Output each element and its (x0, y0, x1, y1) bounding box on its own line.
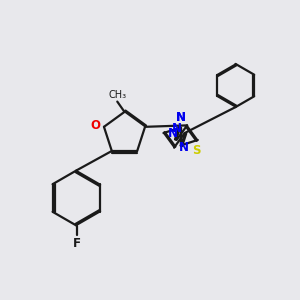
Text: N: N (178, 141, 189, 154)
Text: N: N (172, 122, 182, 135)
Text: N: N (168, 127, 178, 140)
Text: N: N (176, 111, 186, 124)
Text: O: O (90, 119, 100, 132)
Text: F: F (73, 237, 80, 250)
Text: N: N (176, 111, 186, 124)
Text: S: S (192, 143, 200, 157)
Text: CH₃: CH₃ (108, 90, 126, 100)
